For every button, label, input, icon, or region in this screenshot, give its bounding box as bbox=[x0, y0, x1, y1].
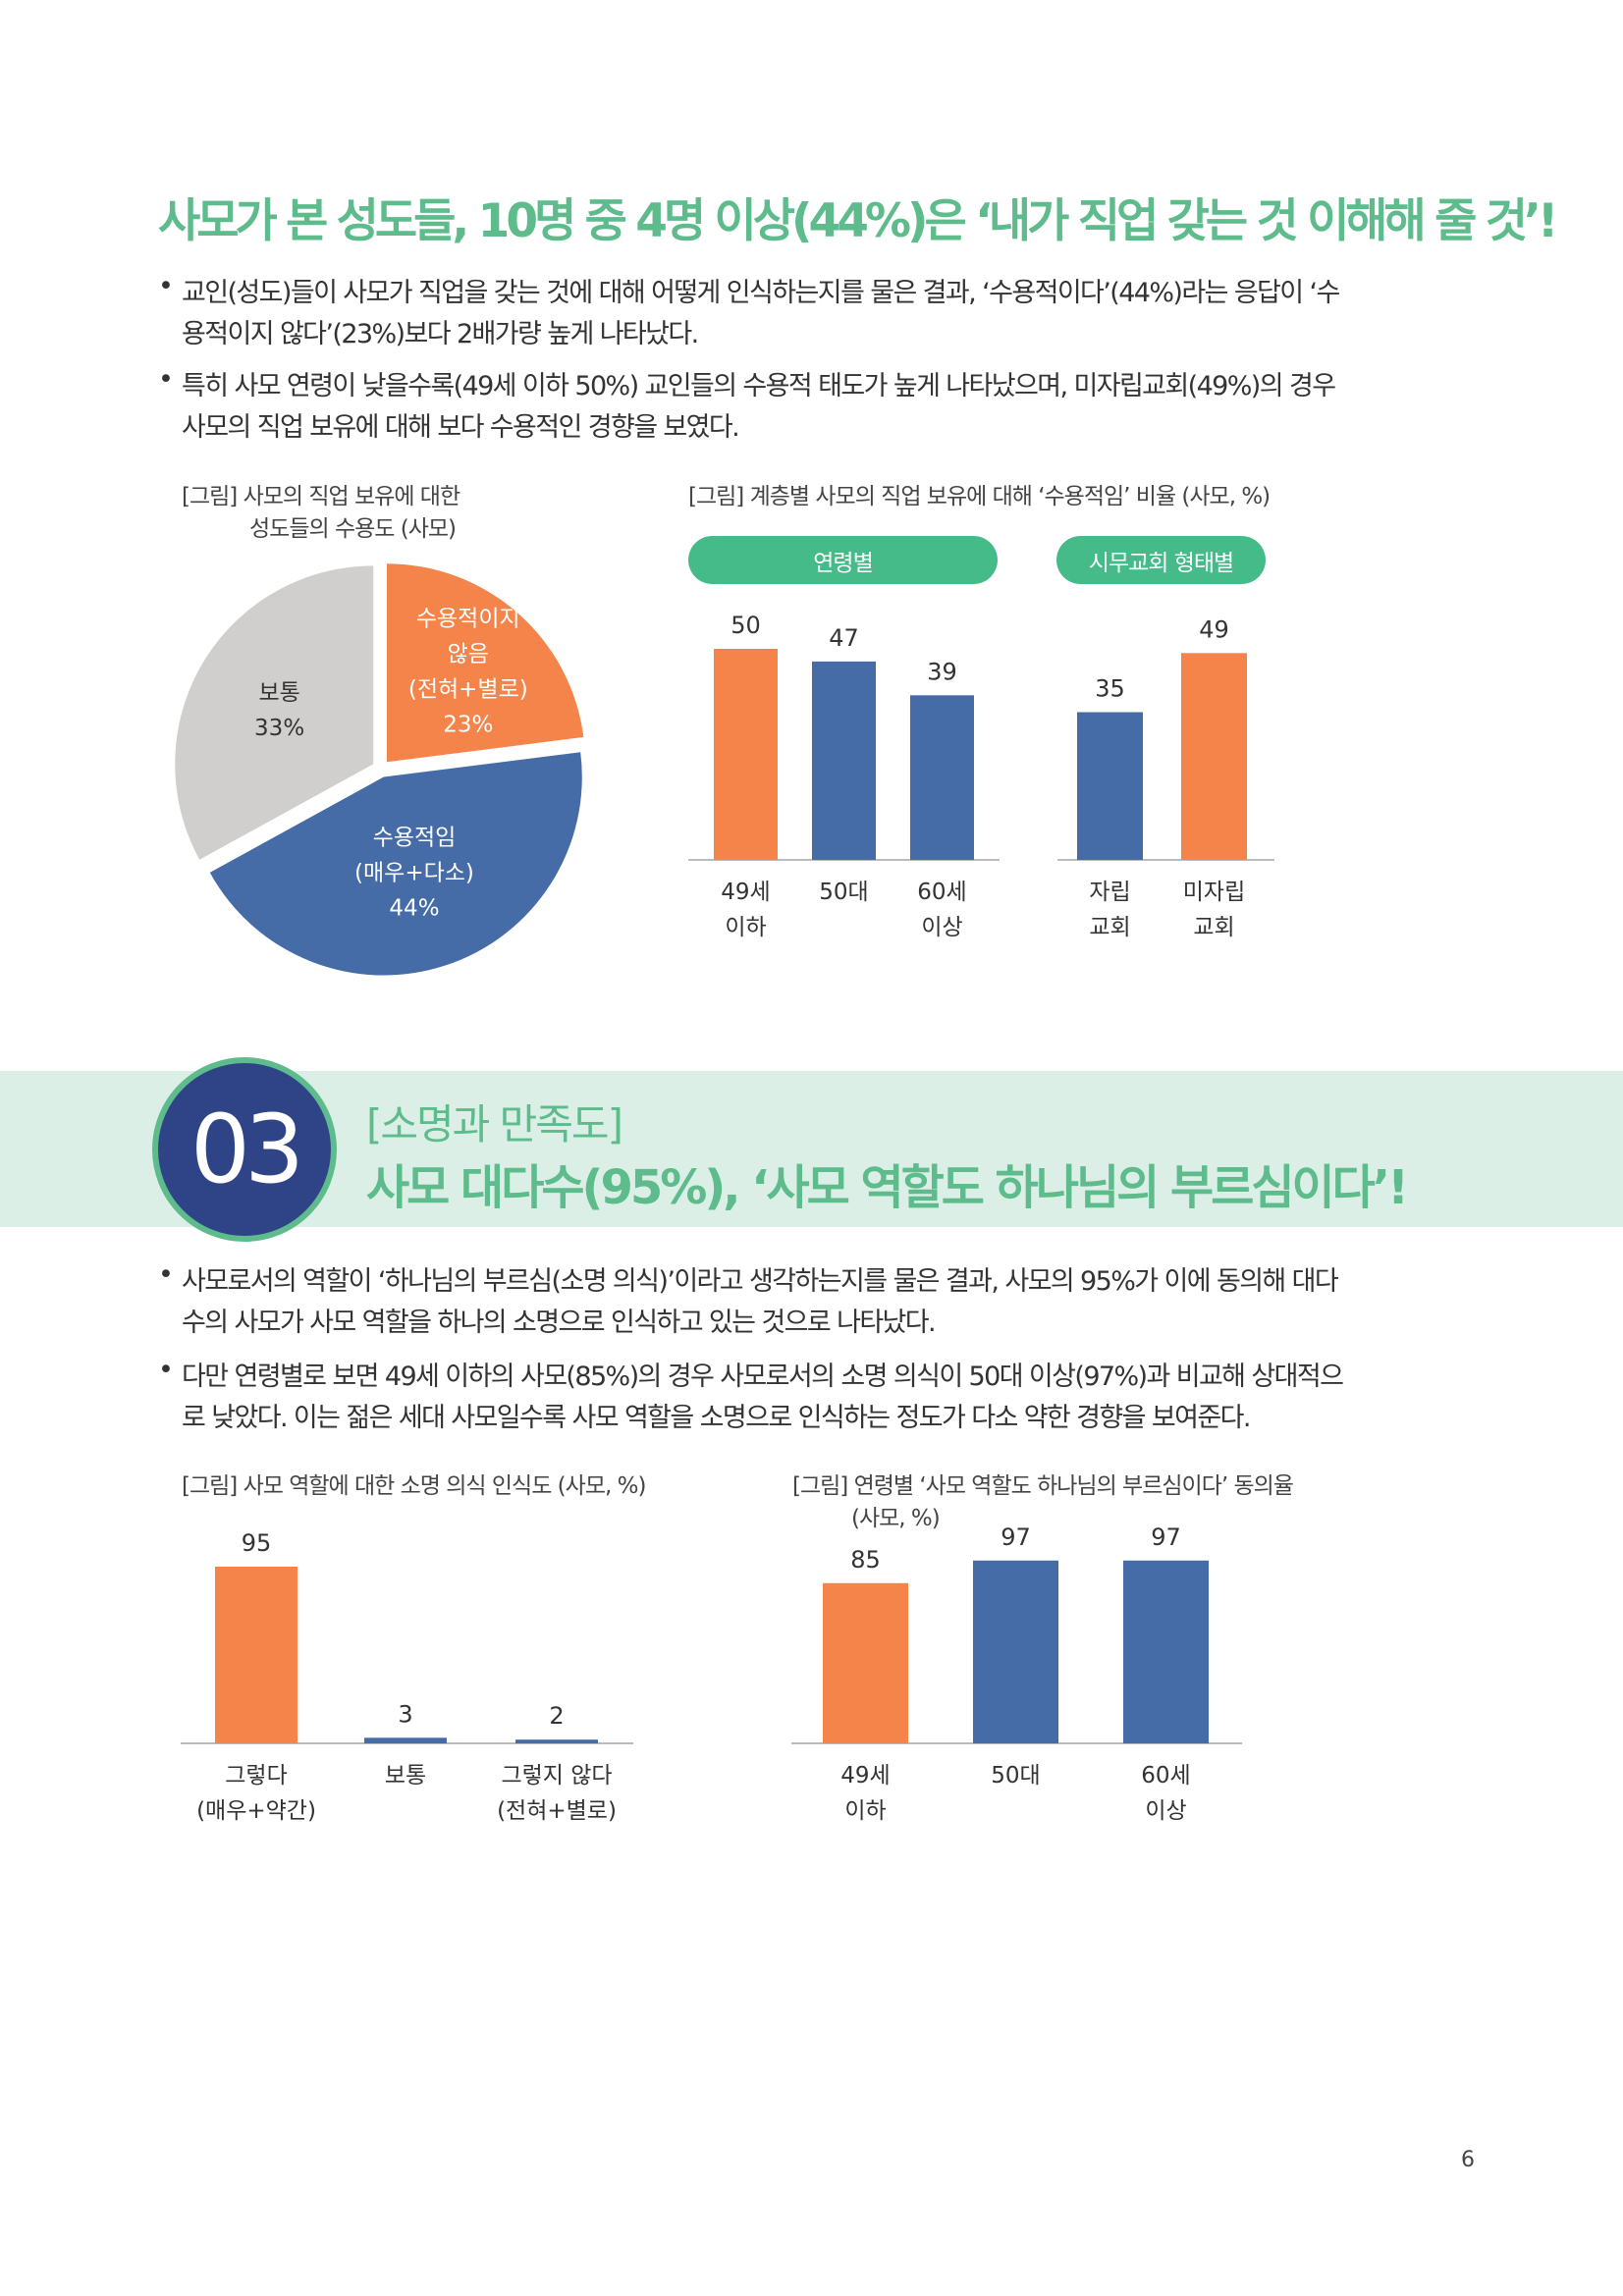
bullet-line: 사모로서의 역할이 ‘하나님의 부르심(소명 의식)’이라고 생각하는지를 물은… bbox=[182, 1266, 1339, 1297]
bar bbox=[714, 649, 778, 860]
age-calling-chart-caption-line2: (사모, %) bbox=[851, 1506, 941, 1531]
section-heading: 사모 대다수(95%), ‘사모 역할도 하나님의 부르심이다’! bbox=[366, 1160, 1409, 1215]
bar bbox=[973, 1560, 1058, 1743]
page-number: 6 bbox=[1461, 2148, 1475, 2172]
pie-slice-label: 수용적임 bbox=[373, 826, 457, 851]
bar-value-label: 47 bbox=[829, 624, 859, 652]
bar-value-label: 95 bbox=[242, 1529, 272, 1557]
pie-chart-caption-line1: [그림] 사모의 직업 보유에 대한 bbox=[182, 484, 460, 509]
bar-value-label: 97 bbox=[1001, 1523, 1031, 1551]
bar-value-label: 3 bbox=[398, 1700, 412, 1728]
group-pill-church-type: 시무교회 형태별 bbox=[1056, 536, 1266, 584]
bullet-line: 사모의 직업 보유에 대해 보다 수용적인 경향을 보였다. bbox=[182, 412, 740, 443]
bar-value-label: 39 bbox=[927, 658, 957, 685]
section-number-badge: 03 bbox=[152, 1057, 337, 1242]
category-label: 49세 bbox=[840, 1763, 890, 1789]
bullet-icon: • bbox=[158, 1355, 174, 1385]
bullet-icon: • bbox=[158, 364, 174, 395]
bullet-line: 특히 사모 연령이 낮을수록(49세 이하 50%) 교인들의 수용적 태도가 … bbox=[182, 371, 1336, 401]
bar bbox=[1123, 1560, 1209, 1743]
bar-value-label: 50 bbox=[730, 612, 761, 639]
bar bbox=[515, 1739, 598, 1743]
age-calling-chart-caption-line1: [그림] 연령별 ‘사모 역할도 하나님의 부르심이다’ 동의율 bbox=[792, 1473, 1294, 1499]
category-label: 보통 bbox=[385, 1763, 426, 1789]
pie-slice bbox=[209, 752, 582, 976]
category-label: 50대 bbox=[991, 1763, 1040, 1789]
bullet-line: 다만 연령별로 보면 49세 이하의 사모(85%)의 경우 사모로서의 소명 … bbox=[182, 1362, 1344, 1392]
category-label: 이상 bbox=[921, 915, 962, 940]
bar bbox=[364, 1737, 447, 1743]
category-label: 자립 bbox=[1089, 880, 1130, 905]
pie-slice-label: (매우+다소) bbox=[354, 861, 474, 886]
bar bbox=[215, 1566, 298, 1743]
section-subtitle: [소명과 만족도] bbox=[366, 1100, 623, 1148]
pie-slice-label: (전혀+별로) bbox=[408, 676, 528, 702]
pie-value-label: 23% bbox=[443, 712, 493, 737]
bullet-line: 용적이지 않다’(23%)보다 2배가량 높게 나타났다. bbox=[182, 319, 699, 349]
pie-chart-caption-line2: 성도들의 수용도 (사모) bbox=[249, 516, 457, 542]
pie-value-label: 33% bbox=[254, 716, 304, 741]
bullet-icon: • bbox=[158, 1259, 174, 1290]
calling-bar-chart: 95 그렇다 (매우+약간) 3 보통 2 그렇지 않다 (전혀+별로) bbox=[181, 1529, 633, 1824]
pie-slice-label: 않음 bbox=[448, 641, 489, 667]
bar bbox=[1077, 712, 1143, 860]
group-pill-age: 연령별 bbox=[688, 536, 998, 584]
category-label: 그렇지 않다 bbox=[501, 1763, 612, 1789]
category-label: (전혀+별로) bbox=[497, 1798, 617, 1824]
bar bbox=[812, 661, 876, 860]
category-label: (매우+약간) bbox=[196, 1798, 316, 1824]
pie-slice bbox=[386, 563, 584, 763]
bar bbox=[1181, 653, 1247, 860]
section-title: 사모가 본 성도들, 10명 중 4명 이상(44%)은 ‘내가 직업 갖는 것… bbox=[158, 194, 1558, 248]
pie-value-label: 44% bbox=[389, 896, 439, 922]
bullet-line: 수의 사모가 사모 역할을 하나의 소명으로 인식하고 있는 것으로 나타났다. bbox=[182, 1308, 937, 1338]
bar-value-label: 85 bbox=[850, 1546, 881, 1574]
bullet-line: 로 낮았다. 이는 젊은 세대 사모일수록 사모 역할을 소명으로 인식하는 정… bbox=[182, 1403, 1251, 1433]
bullet-icon: • bbox=[158, 271, 174, 301]
category-label: 이하 bbox=[725, 915, 766, 940]
category-label: 교회 bbox=[1089, 915, 1130, 940]
category-label: 이상 bbox=[1145, 1798, 1186, 1824]
category-label: 미자립 bbox=[1183, 880, 1245, 905]
bar bbox=[823, 1582, 908, 1743]
category-label: 이하 bbox=[844, 1798, 886, 1824]
category-label: 50대 bbox=[819, 880, 868, 905]
calling-chart-caption: [그림] 사모 역할에 대한 소명 의식 인식도 (사모, %) bbox=[182, 1473, 646, 1499]
category-label: 49세 bbox=[721, 880, 770, 905]
category-label: 교회 bbox=[1193, 915, 1234, 940]
bar-chart-caption: [그림] 계층별 사모의 직업 보유에 대해 ‘수용적임’ 비율 (사모, %) bbox=[688, 484, 1271, 509]
category-label: 60세 bbox=[1141, 1763, 1190, 1789]
pie-slice-label: 보통 bbox=[258, 680, 299, 706]
pie-slice bbox=[175, 565, 374, 860]
category-label: 그렇다 bbox=[225, 1763, 287, 1789]
bullet-line: 교인(성도)들이 사모가 직업을 갖는 것에 대해 어떻게 인식하는지를 물은 … bbox=[182, 278, 1340, 308]
bar-value-label: 2 bbox=[549, 1702, 564, 1730]
bar-value-label: 49 bbox=[1199, 615, 1229, 643]
bar bbox=[910, 695, 974, 860]
pie-slice-label: 수용적이지 bbox=[416, 606, 520, 631]
category-label: 60세 bbox=[917, 880, 966, 905]
bar-value-label: 35 bbox=[1095, 675, 1125, 703]
bar-value-label: 97 bbox=[1151, 1523, 1181, 1551]
